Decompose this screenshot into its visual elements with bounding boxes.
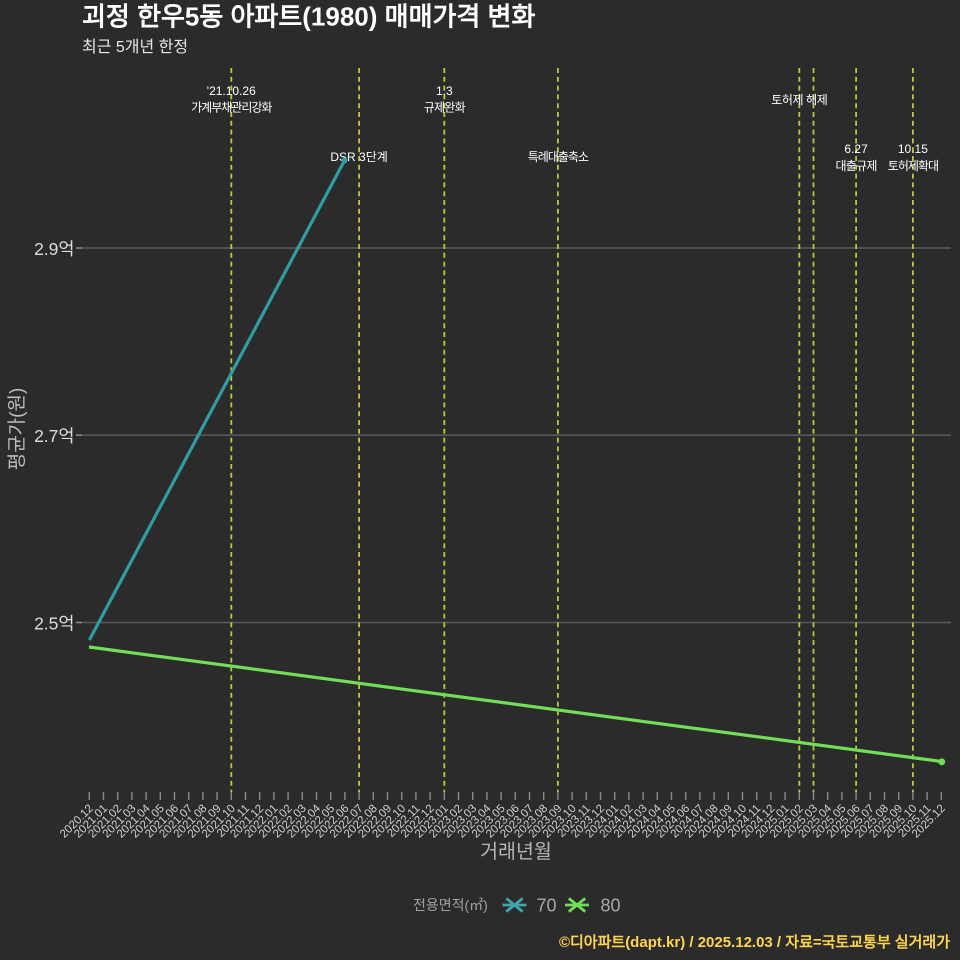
svg-text:2.9억: 2.9억 [34, 239, 74, 259]
svg-text:2.7억: 2.7억 [34, 426, 74, 446]
svg-text:'21.10.26: '21.10.26 [207, 84, 256, 98]
svg-text:특례대출축소: 특례대출축소 [528, 150, 589, 164]
svg-text:평균가(원): 평균가(원) [6, 388, 28, 471]
svg-text:©디아파트(dapt.kr) / 2025.12.03 /: ©디아파트(dapt.kr) / 2025.12.03 / 자료=국토교통부 실… [559, 934, 950, 951]
svg-text:6.27: 6.27 [844, 142, 868, 156]
svg-text:70: 70 [537, 896, 557, 916]
svg-text:토허제확대: 토허제확대 [888, 159, 938, 173]
svg-text:2.5억: 2.5억 [34, 614, 74, 634]
svg-text:최근 5개년 한정: 최근 5개년 한정 [82, 38, 188, 56]
svg-text:거래년월: 거래년월 [480, 841, 552, 863]
svg-text:규제완화: 규제완화 [424, 101, 466, 115]
svg-text:DSR 3단계: DSR 3단계 [330, 150, 387, 164]
svg-text:10.15: 10.15 [898, 142, 928, 156]
svg-text:전용면적(㎡): 전용면적(㎡) [413, 897, 488, 913]
svg-text:대출규제: 대출규제 [836, 159, 877, 173]
svg-text:80: 80 [601, 896, 621, 916]
svg-text:1.3: 1.3 [436, 84, 453, 98]
svg-text:괴정 한우5동 아파트(1980) 매매가격 변화: 괴정 한우5동 아파트(1980) 매매가격 변화 [82, 2, 535, 32]
svg-text:가계부채관리강화: 가계부채관리강화 [191, 101, 272, 115]
svg-text:토허제 해제: 토허제 해제 [771, 93, 827, 107]
